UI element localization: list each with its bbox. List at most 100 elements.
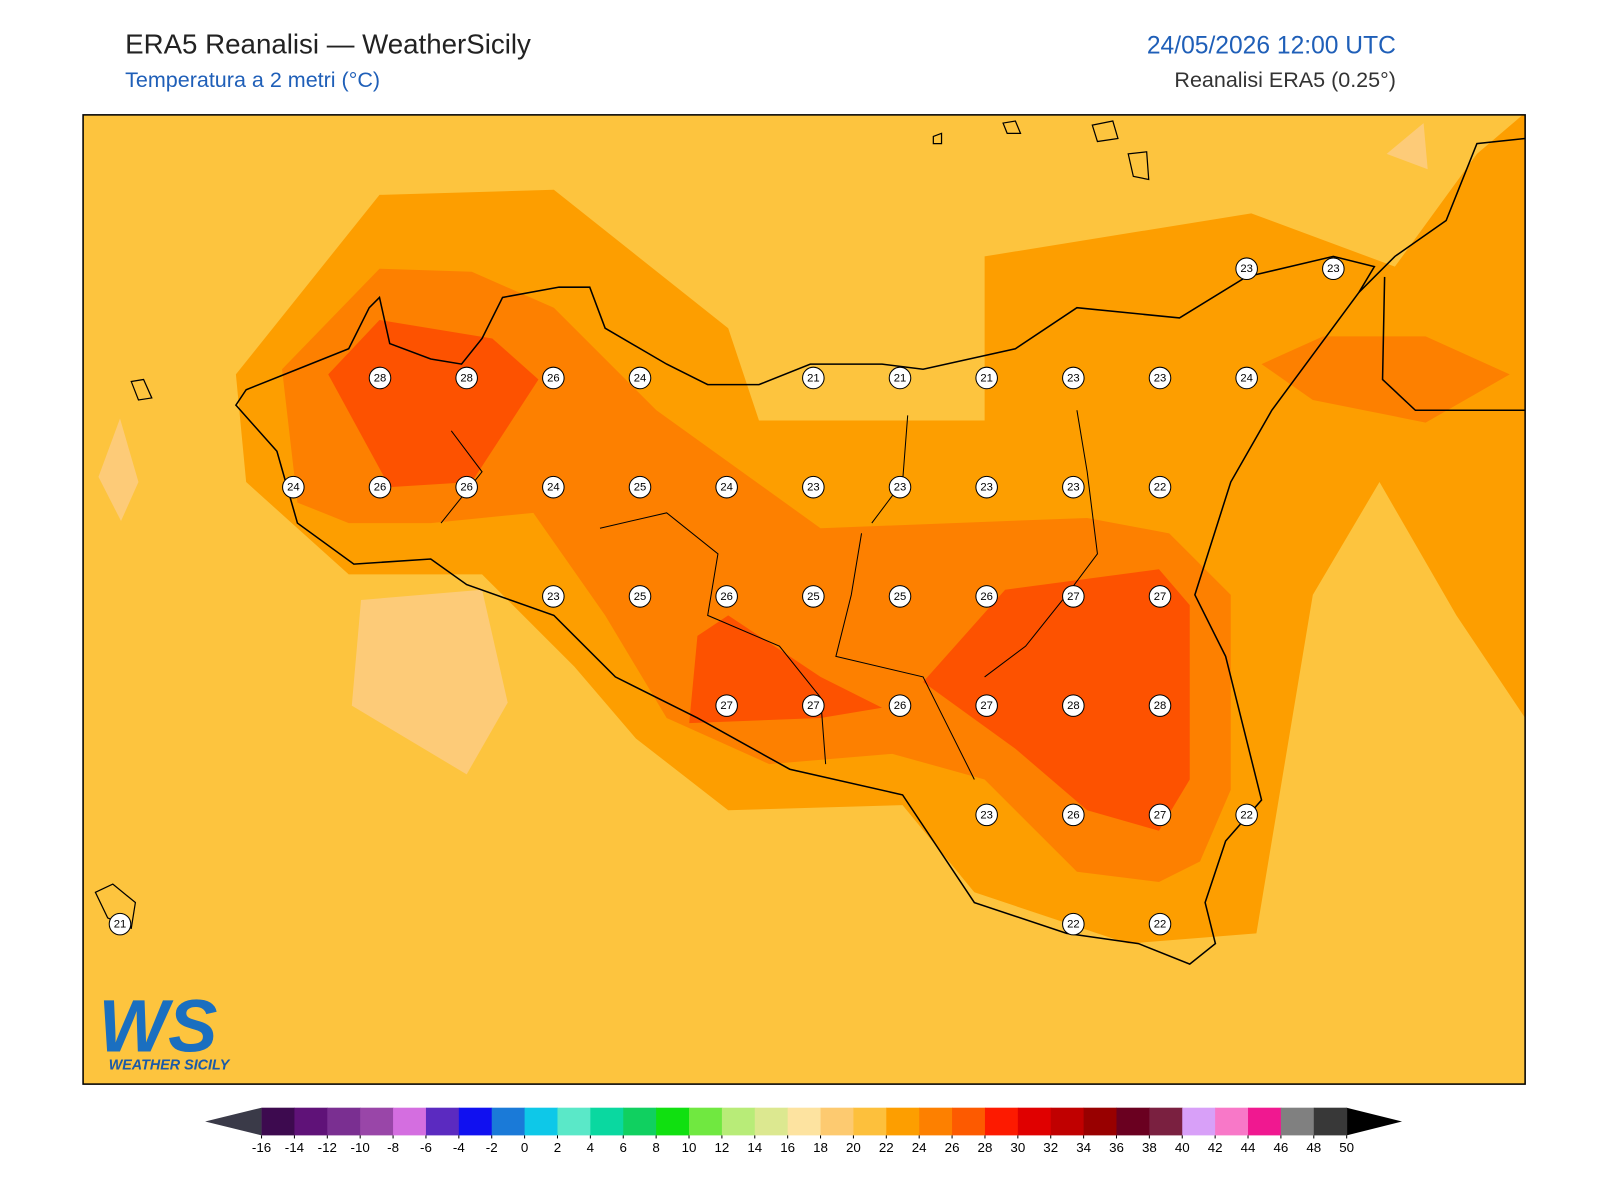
- station-value: 27: [720, 700, 733, 712]
- station-value: 28: [460, 372, 473, 384]
- station-marker: [1062, 366, 1085, 390]
- station-marker: [975, 366, 998, 390]
- station-value: 27: [1067, 591, 1080, 603]
- station-marker: [1322, 257, 1345, 280]
- coastline: [1358, 137, 1526, 412]
- station-marker: [1148, 912, 1172, 936]
- colorbar-tick-label: 16: [780, 1140, 795, 1155]
- station-marker: [1062, 585, 1085, 608]
- station-value: 25: [807, 591, 820, 603]
- colorbar-bin: [919, 1107, 953, 1136]
- colorbar-bin: [425, 1107, 460, 1136]
- colorbar-tick-label: 6: [620, 1140, 627, 1155]
- station-value: 28: [374, 372, 387, 384]
- station-value: 26: [460, 482, 473, 494]
- colorbar-tick-label: 50: [1339, 1140, 1354, 1155]
- station-value: 25: [634, 591, 647, 603]
- colorbar-tick-label: -2: [486, 1140, 498, 1155]
- station-value: 27: [1154, 809, 1167, 821]
- colorbar-bin: [360, 1107, 394, 1136]
- station-value: 23: [894, 482, 907, 494]
- station-value: 24: [547, 482, 560, 494]
- colorbar-bin: [393, 1107, 427, 1136]
- station-value: 21: [807, 372, 820, 384]
- station-marker: [975, 803, 998, 827]
- colorbar-bin: [590, 1107, 624, 1136]
- station-marker: [1235, 257, 1258, 280]
- colorbar-bin: [1248, 1107, 1282, 1136]
- station-marker: [368, 475, 392, 499]
- station-value: 26: [980, 591, 993, 603]
- station-marker: [975, 475, 998, 499]
- station-marker: [108, 912, 132, 936]
- colorbar-tick-label: 8: [652, 1140, 659, 1155]
- station-value: 22: [1154, 482, 1167, 494]
- station-marker: [542, 585, 565, 608]
- colorbar-tick-label: 36: [1109, 1140, 1124, 1155]
- colorbar-bin: [721, 1107, 756, 1136]
- station-value: 23: [980, 482, 993, 494]
- band-26-28: [923, 569, 1190, 831]
- map-frame: [82, 114, 1526, 1085]
- colorbar-tick-label: 38: [1142, 1140, 1157, 1155]
- colorbar-tick-label: 14: [747, 1140, 762, 1155]
- colorbar-bin: [820, 1107, 854, 1136]
- colorbar-tick-label: 12: [714, 1140, 729, 1155]
- station-value: 28: [1154, 700, 1167, 712]
- station-value: 24: [634, 372, 647, 384]
- title: ERA5 Reanalisi — WeatherSicily: [125, 28, 531, 59]
- pale-band: [98, 418, 139, 522]
- colorbar-tick-label: 24: [912, 1140, 927, 1155]
- station-marker: [455, 366, 478, 390]
- subtitle: Temperatura a 2 metri (°C): [125, 68, 380, 92]
- colorbar-bin: [1280, 1107, 1315, 1136]
- station-marker: [802, 366, 825, 390]
- colorbar-bin: [524, 1107, 558, 1136]
- station-value: 23: [1154, 372, 1167, 384]
- logo-mark: WS: [98, 984, 217, 1067]
- coastline: [234, 255, 1376, 965]
- station-marker: [888, 694, 912, 717]
- colorbar-bin: [1116, 1107, 1150, 1136]
- station-marker: [715, 694, 738, 717]
- station-value: 21: [980, 372, 993, 384]
- station-marker: [888, 585, 912, 608]
- colorbar-bin: [754, 1107, 789, 1136]
- colorbar-tick-label: 22: [879, 1140, 894, 1155]
- colorbar-tick-label: 18: [813, 1140, 828, 1155]
- colorbar-tick-label: -10: [351, 1140, 370, 1155]
- station-marker: [802, 475, 825, 499]
- colorbar-tick-label: -12: [318, 1140, 337, 1155]
- station-marker: [455, 475, 478, 499]
- colorbar-tick-label: 40: [1175, 1140, 1190, 1155]
- colorbar-bin: [557, 1107, 591, 1136]
- station-value: 23: [980, 809, 993, 821]
- station-marker: [542, 366, 565, 390]
- colorbar-bin: [1313, 1107, 1348, 1136]
- station-layer: 23 23 28 28 26 24 21 21 21 23 23 24 24 26 26 24 25 24 23 23…: [108, 257, 1345, 936]
- colorbar-bin: [327, 1107, 361, 1136]
- station-value: 24: [287, 482, 300, 494]
- logo: WS WEATHER SICILY: [98, 984, 230, 1073]
- station-marker: [1235, 803, 1258, 827]
- station-marker: [1148, 585, 1172, 608]
- logo-text: WEATHER SICILY: [109, 1058, 231, 1074]
- station-value: 25: [894, 591, 907, 603]
- station-marker: [1062, 803, 1085, 827]
- colorbar-tick-label: 0: [521, 1140, 528, 1155]
- station-marker: [1062, 694, 1085, 717]
- station-marker: [1062, 912, 1085, 936]
- station-marker: [368, 366, 392, 390]
- station-marker: [975, 585, 998, 608]
- colorbar-bin: [886, 1107, 920, 1136]
- colorbar-tick-label: 44: [1241, 1140, 1256, 1155]
- colorbar-tick-label: -6: [420, 1140, 432, 1155]
- colorbar-bin: [853, 1107, 887, 1136]
- colorbar-bin: [689, 1107, 723, 1136]
- station-marker: [888, 475, 912, 499]
- station-value: 21: [894, 372, 907, 384]
- station-value: 21: [114, 919, 127, 931]
- station-marker: [1148, 694, 1172, 717]
